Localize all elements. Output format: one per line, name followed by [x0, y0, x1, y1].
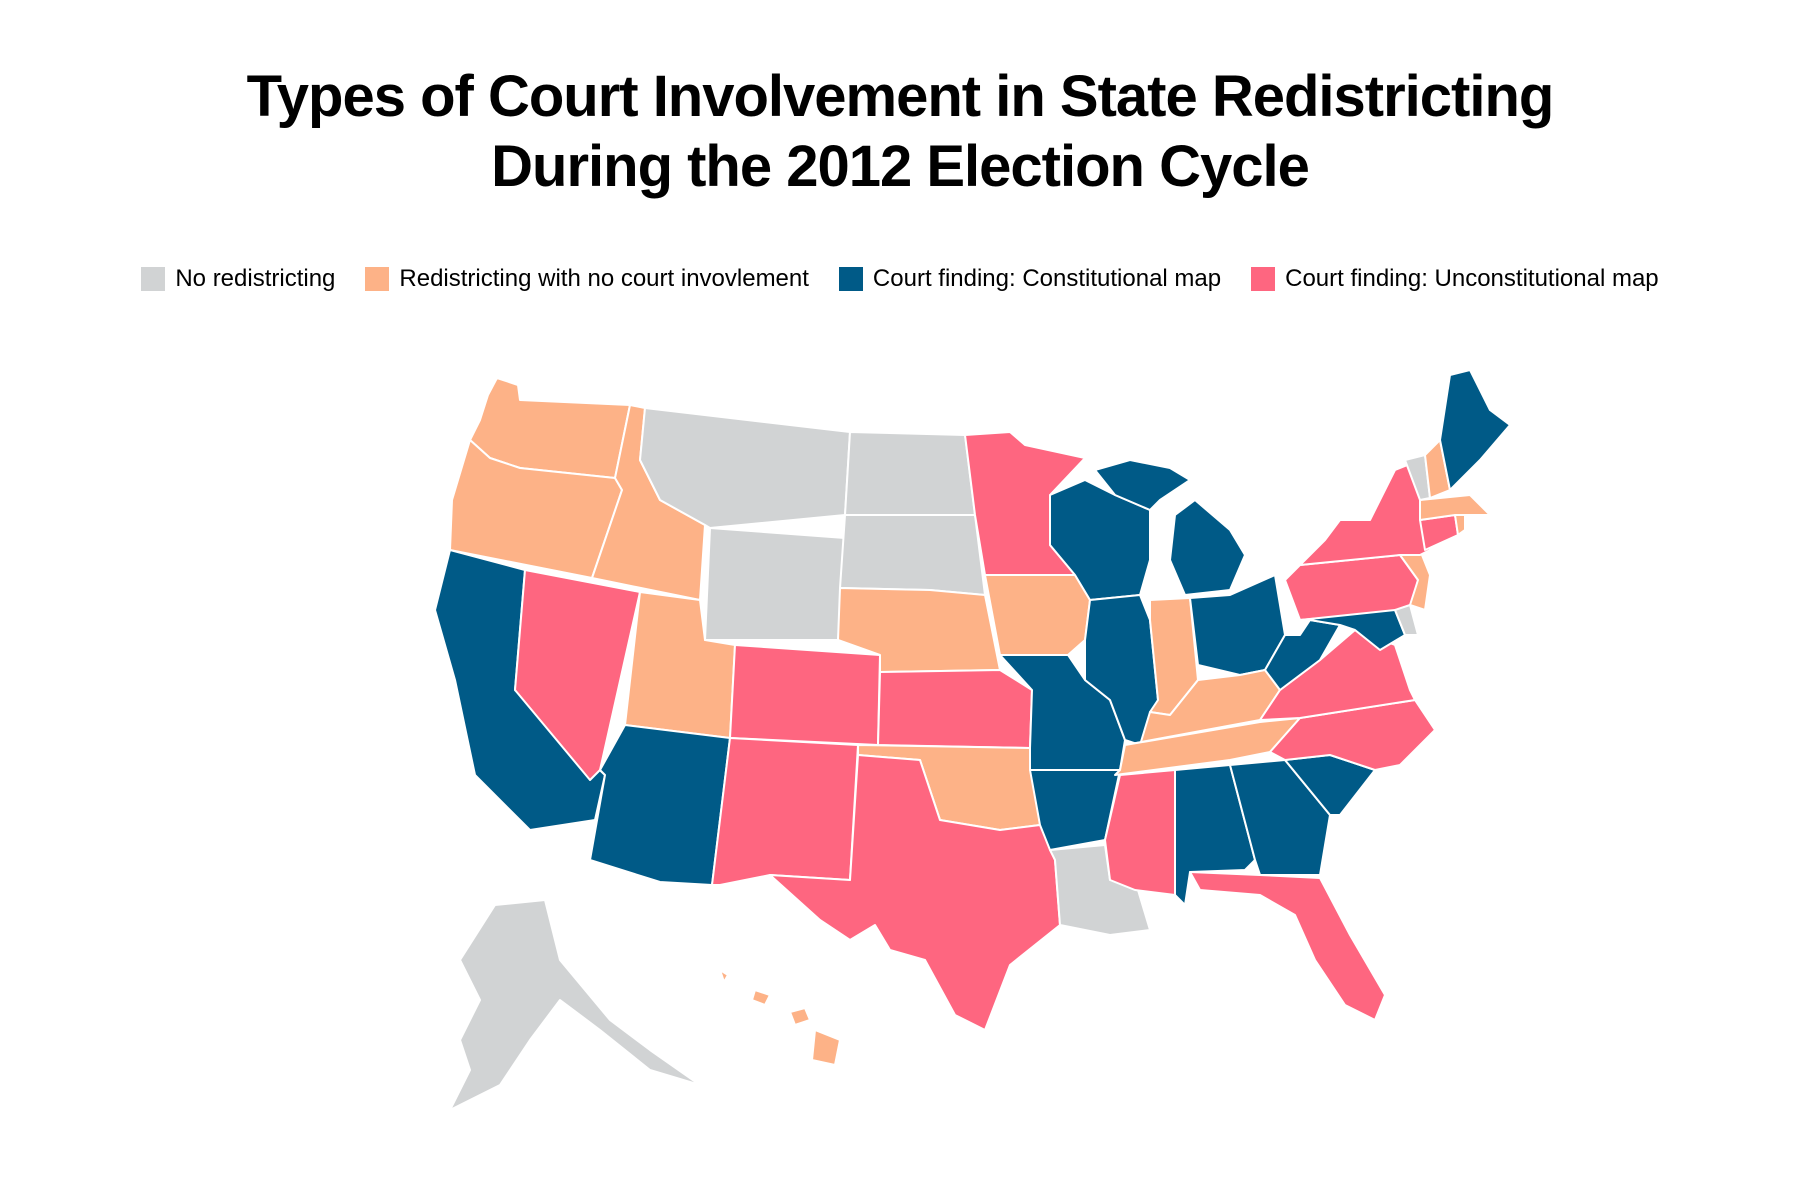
state-nevada — [514, 569, 641, 781]
legend-label-no-redistricting: No redistricting — [175, 265, 336, 292]
map-title: Types of Court Involvement in State Redi… — [0, 62, 1800, 202]
state-south-dakota — [839, 514, 986, 596]
state-texas — [769, 754, 1061, 1031]
legend-item-constitutional: Court finding: Constitutional map — [838, 265, 1222, 293]
state-iowa — [984, 574, 1091, 656]
legend-label-unconstitutional: Court finding: Unconstitutional map — [1285, 265, 1659, 292]
title-line-2: During the 2012 Election Cycle — [491, 134, 1310, 199]
legend-item-no-redistricting: No redistricting — [141, 265, 335, 293]
state-hawaii — [719, 969, 841, 1066]
state-maine — [1439, 369, 1511, 491]
state-north-dakota — [844, 431, 976, 516]
legend-item-unconstitutional: Court finding: Unconstitutional map — [1251, 265, 1659, 293]
state-delaware — [1394, 604, 1419, 636]
state-new-mexico — [711, 737, 859, 886]
state-arkansas — [1029, 769, 1121, 851]
state-wyoming — [704, 527, 846, 641]
state-arizona — [589, 724, 731, 886]
legend-swatch-constitutional — [838, 267, 863, 291]
state-alaska — [449, 899, 701, 1111]
state-kansas — [877, 669, 1033, 749]
state-michigan — [1094, 459, 1246, 596]
legend-swatch-unconstitutional — [1251, 267, 1276, 291]
legend-swatch-no-redistricting — [141, 267, 166, 291]
state-connecticut — [1419, 514, 1459, 551]
state-illinois — [1084, 594, 1159, 746]
state-colorado — [729, 644, 881, 746]
state-tennessee — [1114, 717, 1301, 776]
map-legend: No redistricting Redistricting with no c… — [0, 265, 1800, 293]
state-massachusetts — [1419, 494, 1491, 521]
legend-item-no-court: Redistricting with no court invovlement — [365, 265, 809, 293]
legend-label-constitutional: Court finding: Constitutional map — [872, 265, 1222, 292]
legend-swatch-no-court — [365, 267, 390, 291]
state-wisconsin — [1049, 479, 1151, 601]
legend-label-no-court: Redistricting with no court invovlement — [399, 265, 809, 292]
title-line-1: Types of Court Involvement in State Redi… — [246, 64, 1555, 129]
state-florida — [1189, 871, 1386, 1021]
